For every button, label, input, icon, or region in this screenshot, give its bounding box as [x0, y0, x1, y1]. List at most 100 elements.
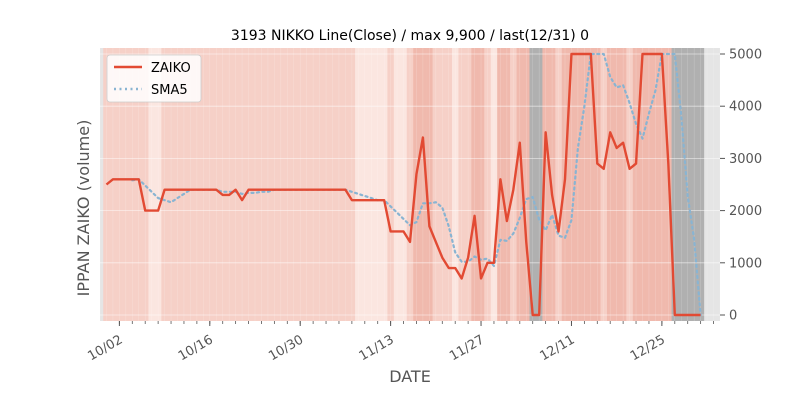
y-axis-title: IPPAN ZAIKO (volume) — [74, 120, 93, 297]
shade-band — [296, 48, 304, 321]
shade-band — [555, 48, 563, 321]
x-tick-label: 10/30 — [266, 332, 306, 364]
shade-band — [180, 48, 188, 321]
shade-band — [439, 48, 446, 321]
y-tick-label: 3000 — [729, 152, 762, 167]
shade-band — [303, 48, 311, 321]
shade-band — [678, 48, 685, 321]
shade-band — [141, 48, 149, 321]
series-lines — [105, 52, 702, 317]
shade-band — [271, 48, 278, 321]
shade-band — [471, 48, 479, 321]
shade-band — [129, 48, 136, 321]
x-tick-label: 11/27 — [447, 332, 487, 364]
shade-band — [368, 48, 375, 321]
grid-lines — [99, 48, 721, 321]
shade-band — [477, 48, 485, 321]
shade-band — [116, 48, 123, 321]
shade-band — [639, 48, 647, 321]
shade-band — [432, 48, 440, 321]
shade-band — [374, 48, 382, 321]
shade-band — [387, 48, 395, 321]
shade-band — [542, 48, 550, 321]
shade-band — [219, 48, 227, 321]
shade-band — [206, 48, 214, 321]
shade-band — [361, 48, 369, 321]
shade-band — [290, 48, 298, 321]
shade-band — [355, 48, 362, 321]
shade-band — [258, 48, 265, 321]
shade-band — [406, 48, 414, 321]
shade-band — [213, 48, 220, 321]
x-tick-label: 10/02 — [85, 332, 125, 364]
shade-band — [161, 48, 169, 321]
x-tick-label: 12/25 — [628, 332, 668, 364]
shade-band — [335, 48, 343, 321]
shade-band — [503, 48, 511, 321]
shade-band — [652, 48, 659, 321]
shade-band — [309, 48, 317, 321]
shade-band — [574, 48, 582, 321]
shade-band — [380, 48, 388, 321]
shade-band — [523, 48, 530, 321]
shade-band — [187, 48, 194, 321]
shade-band — [464, 48, 472, 321]
shade-band — [671, 48, 679, 321]
shade-band — [697, 48, 705, 321]
shade-band — [174, 48, 182, 321]
shade-band — [348, 48, 356, 321]
shade-band — [626, 48, 634, 321]
shade-band — [238, 48, 246, 321]
shade-band — [484, 48, 492, 321]
shade-band — [232, 48, 240, 321]
shade-band — [587, 48, 595, 321]
shade-band — [284, 48, 291, 321]
y-tick-label: 4000 — [729, 100, 762, 115]
shade-band — [193, 48, 201, 321]
series-line-sma5 — [131, 52, 702, 317]
shade-band — [329, 48, 337, 321]
plot-area — [99, 48, 721, 321]
shade-band — [535, 48, 543, 321]
y-tick-label: 1000 — [729, 256, 762, 271]
shade-band — [613, 48, 621, 321]
shade-band — [148, 48, 156, 321]
shade-band — [548, 48, 556, 321]
y-axis-ticks: 0 1000 2000 3000 4000 5000 — [720, 48, 762, 324]
shade-band — [154, 48, 162, 321]
x-axis-ticks: 10/02 10/16 10/30 11/13 11/27 12/11 12/25 — [85, 321, 714, 364]
shade-band — [251, 48, 259, 321]
shade-band — [109, 48, 117, 321]
y-tick-label: 5000 — [729, 48, 762, 63]
y-tick-label: 0 — [729, 309, 737, 324]
shade-band — [122, 48, 130, 321]
x-tick-label: 12/11 — [538, 332, 578, 364]
shade-band — [690, 48, 698, 321]
shade-band — [245, 48, 253, 321]
x-tick-label: 11/13 — [357, 332, 397, 364]
shade-band — [316, 48, 324, 321]
x-tick-label: 10/16 — [176, 332, 216, 364]
shade-band — [225, 48, 233, 321]
shade-band — [458, 48, 466, 321]
shade-band — [393, 48, 401, 321]
shade-bands — [103, 48, 705, 321]
shade-band — [342, 48, 349, 321]
shade-band — [645, 48, 653, 321]
shade-band — [264, 48, 272, 321]
shade-band — [568, 48, 575, 321]
shade-band — [594, 48, 601, 321]
shade-band — [516, 48, 524, 321]
shade-band — [445, 48, 453, 321]
legend-label-sma5: SMA5 — [151, 83, 188, 98]
shade-band — [490, 48, 498, 321]
legend-label-zaiko: ZAIKO — [151, 61, 191, 76]
shade-band — [632, 48, 640, 321]
shade-band — [658, 48, 666, 321]
shade-band — [167, 48, 175, 321]
shade-band — [426, 48, 433, 321]
y-tick-label: 2000 — [729, 204, 762, 219]
series-line-zaiko — [105, 52, 701, 317]
